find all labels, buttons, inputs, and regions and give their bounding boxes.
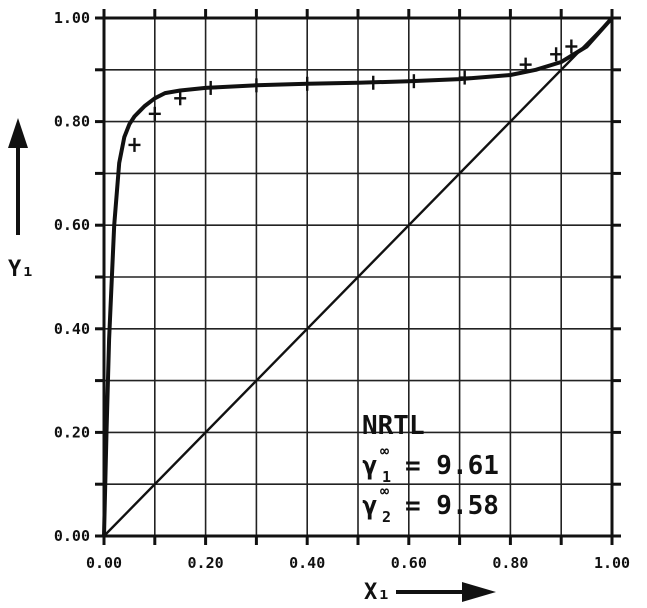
data-point-marker [148, 106, 161, 121]
nrtl-curve [102, 16, 614, 537]
data-point-marker [204, 80, 217, 95]
data-point-marker [565, 39, 578, 54]
y-tick-label: 0.60 [54, 216, 90, 234]
gamma2-subscript: 2 [382, 508, 391, 526]
x-axis-label: X₁ [364, 580, 391, 605]
data-point-marker [250, 78, 263, 93]
gamma2-symbol: γ [362, 491, 378, 521]
y-axis-arrow [8, 118, 28, 235]
x-tick-label: 1.00 [594, 554, 630, 572]
plot-frame [102, 16, 614, 538]
diagonal-line [103, 17, 613, 537]
x-tick-label: 0.60 [391, 554, 427, 572]
gamma1-subscript: 1 [382, 468, 391, 486]
x-tick-label: 0.80 [492, 554, 528, 572]
data-point-marker [407, 74, 420, 89]
data-point-marker [550, 47, 563, 62]
series-group [102, 16, 614, 537]
data-point-marker [128, 137, 141, 152]
gamma2-value: = 9.58 [405, 491, 499, 521]
tick-labels: 0.00 0.20 0.40 0.60 0.80 1.00 0.00 0.20 0.40 0.60… [54, 9, 630, 572]
data-point-marker [519, 57, 532, 72]
model-annotation: NRTL γ ∞ 1 = 9.61 γ ∞ 2 = 9.58 [362, 411, 499, 526]
y-tick-label: 0.00 [54, 527, 90, 545]
gamma2-superscript: ∞ [380, 482, 389, 500]
data-point-marker [367, 75, 380, 90]
y-tick-label: 0.40 [54, 320, 90, 338]
y-tick-label: 0.20 [54, 423, 90, 441]
y-tick-label: 1.00 [54, 9, 90, 27]
x-tick-label: 0.20 [188, 554, 224, 572]
model-name: NRTL [362, 411, 425, 441]
gamma1-superscript: ∞ [380, 442, 389, 460]
x-tick-label: 0.40 [289, 554, 325, 572]
gamma1-value: = 9.61 [405, 451, 499, 481]
y-tick-label: 0.80 [54, 113, 90, 131]
gamma1-symbol: γ [362, 451, 378, 481]
x-tick-label: 0.00 [86, 554, 122, 572]
data-point-marker [301, 76, 314, 91]
data-point-marker [174, 91, 187, 106]
y-axis-label: Y₁ [8, 257, 35, 282]
x-axis-arrow [396, 582, 496, 602]
data-point-marker [458, 70, 471, 85]
grid [104, 18, 612, 536]
